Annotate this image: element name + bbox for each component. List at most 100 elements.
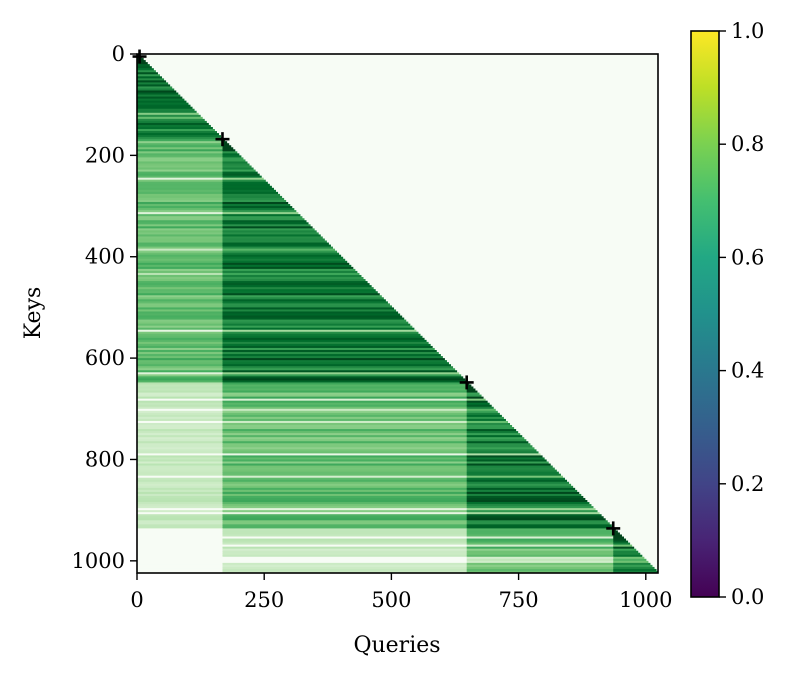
heatmap-cell [222, 335, 423, 339]
heatmap-cell [137, 66, 152, 69]
heatmap-cell [137, 100, 187, 104]
heatmap-cell [222, 305, 392, 309]
heatmap-cell [466, 491, 580, 495]
heatmap-cell [222, 307, 395, 311]
heatmap-cell [137, 441, 224, 444]
heatmap-cell [466, 435, 523, 438]
heatmap-cell [222, 378, 466, 382]
heatmap-cell [222, 433, 468, 436]
colorbar-gradient [691, 31, 719, 597]
heatmap-cell [222, 315, 403, 319]
heatmap-cell [137, 522, 224, 525]
heatmap-cell [222, 317, 405, 321]
heatmap-cell [222, 522, 468, 525]
heatmap-cell [137, 384, 224, 388]
heatmap-cell [222, 528, 468, 532]
heatmap-cell [137, 268, 224, 272]
heatmap-cell [137, 129, 215, 132]
heatmap-cell [222, 400, 468, 404]
heatmap-cell [466, 477, 565, 481]
heatmap-cell [137, 374, 224, 377]
heatmap-cell [466, 408, 496, 412]
heatmap-cell [613, 566, 655, 570]
heatmap-cell [222, 457, 468, 461]
heatmap-cell [222, 420, 468, 424]
heatmap-cell [466, 554, 614, 558]
heatmap-cell [137, 425, 224, 428]
heatmap-cell [137, 201, 224, 205]
heatmap-cell [613, 538, 627, 542]
heatmap-cell [137, 62, 148, 65]
heatmap-cell [466, 392, 480, 396]
heatmap-cell [137, 477, 224, 481]
heatmap-cell [137, 542, 224, 546]
heatmap-cell [137, 167, 224, 171]
heatmap-cell [222, 554, 468, 558]
heatmap-cell [222, 329, 417, 333]
heatmap-cell [222, 274, 362, 278]
heatmap-cell [466, 532, 614, 536]
heatmap-cell [222, 364, 452, 367]
heatmap-cell [222, 147, 234, 150]
heatmap-cell [613, 550, 639, 554]
heatmap-cell [137, 487, 224, 491]
heatmap-cell [222, 309, 397, 313]
heatmap-cell [137, 244, 224, 248]
heatmap-cell [137, 279, 224, 282]
colorbar-axis: 0.0 0.2 0.4 0.6 0.8 1.0 [719, 19, 764, 609]
heatmap-cell [137, 228, 224, 231]
heatmap-cell [137, 137, 224, 140]
heatmap-cell [466, 471, 559, 475]
heatmap-cell [466, 398, 486, 402]
heatmap-cell [466, 534, 614, 538]
heatmap-cell [137, 427, 224, 430]
heatmap-cell [222, 406, 468, 410]
heatmap-cell [466, 390, 478, 394]
heatmap-cell [222, 279, 366, 282]
heatmap-cell [137, 220, 224, 223]
heatmap-cell [137, 68, 154, 71]
heatmap-cell [137, 410, 224, 414]
heatmap-cell [137, 287, 224, 290]
heatmap-cell [222, 293, 380, 296]
heatmap-cell [466, 447, 535, 450]
heatmap-cell [137, 149, 224, 152]
heatmap-cell [222, 163, 250, 167]
heatmap-cell [466, 457, 545, 461]
heatmap-cell [222, 418, 468, 422]
heatmap-cell [137, 84, 171, 88]
heatmap-cell [466, 479, 568, 483]
heatmap-cell [613, 570, 658, 573]
heatmap-cell [137, 212, 224, 215]
heatmap-cell [137, 414, 224, 418]
heatmap-cell [222, 542, 468, 546]
heatmap-cell [466, 489, 578, 493]
heatmap-cell [137, 552, 224, 556]
heatmap-cell [466, 455, 543, 459]
heatmap-cell [222, 345, 433, 349]
x-tick-label: 500 [371, 588, 411, 612]
heatmap-cell [222, 520, 468, 523]
heatmap-cell [222, 301, 388, 304]
heatmap-cell [222, 562, 468, 566]
x-axis-label: Queries [353, 633, 440, 658]
heatmap-cell [222, 506, 468, 509]
heatmap-cell [222, 512, 468, 515]
heatmap-cell [137, 141, 224, 144]
heatmap-cell [137, 394, 224, 398]
heatmap-cell [222, 352, 439, 355]
heatmap-cell [137, 124, 211, 128]
heatmap-cell [466, 500, 588, 503]
heatmap-cell [137, 437, 224, 440]
heatmap-cell [222, 201, 289, 205]
heatmap-cell [137, 568, 224, 572]
heatmap-cell [137, 402, 224, 406]
heatmap-cell [137, 435, 224, 438]
heatmap-cell [137, 331, 224, 335]
heatmap-cell [222, 566, 468, 570]
heatmap-cell [222, 429, 468, 432]
heatmap-cell [137, 564, 224, 568]
heatmap-cell [137, 204, 224, 207]
heatmap-cell [222, 524, 468, 527]
x-tick-label: 750 [499, 588, 539, 612]
